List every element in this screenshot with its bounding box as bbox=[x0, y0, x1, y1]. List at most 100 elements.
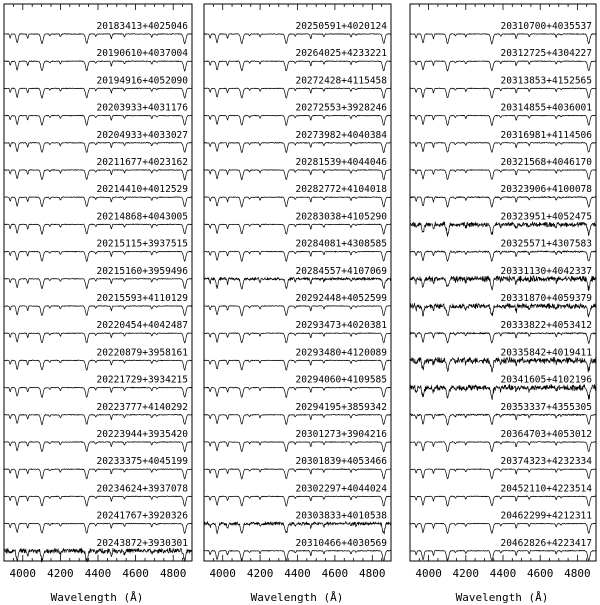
spectrum-line bbox=[203, 441, 392, 453]
spectrum-label: 20214868+4043005 bbox=[96, 211, 188, 222]
spectrum-label: 20272428+4115458 bbox=[295, 75, 387, 86]
spectrum-line bbox=[409, 250, 597, 262]
spectrum-line bbox=[203, 332, 392, 344]
spectrum-line bbox=[3, 547, 193, 563]
x-axis-label: Wavelength (Å) bbox=[251, 591, 344, 604]
spectrum-line bbox=[3, 60, 193, 72]
x-tick-label: 4800 bbox=[359, 567, 386, 580]
spectrum-label: 20364703+4053012 bbox=[500, 429, 592, 440]
spectrum-label: 20294195+3859342 bbox=[295, 402, 387, 413]
spectrum-label: 20316981+4114506 bbox=[500, 130, 592, 141]
spectrum-line bbox=[3, 359, 193, 371]
spectrum-label: 20273982+4040384 bbox=[295, 130, 387, 141]
x-tick-label: 4000 bbox=[10, 567, 37, 580]
spectrum-label: 20203933+4031176 bbox=[96, 103, 188, 114]
spectrum-label: 20335842+4019411 bbox=[500, 347, 592, 358]
spectrum-label: 20194916+4052090 bbox=[96, 75, 188, 86]
spectra-panel-2: 4000 4200 4400 4600 4800 20250591+4020124 2026… bbox=[203, 3, 392, 580]
spectrum-label: 20204933+4033027 bbox=[96, 130, 188, 141]
spectrum-label: 20223777+4140292 bbox=[96, 402, 188, 413]
spectrum-line bbox=[409, 356, 597, 373]
spectrum-line bbox=[409, 221, 597, 237]
spectrum-label: 20281539+4044046 bbox=[295, 157, 387, 168]
spectrum-line bbox=[3, 196, 193, 208]
spectrum-label: 20353337+4355305 bbox=[500, 402, 592, 413]
x-axis-label: Wavelength (Å) bbox=[456, 591, 549, 604]
spectra-panel-1: 4000 4200 4400 4600 4800 20183413+4025046 2019… bbox=[3, 3, 193, 580]
spectrum-line bbox=[3, 33, 192, 45]
spectrum-line bbox=[409, 60, 597, 72]
spectrum-line bbox=[3, 87, 193, 99]
x-tick-label: 4200 bbox=[247, 567, 274, 580]
spectrum-label: 20292448+4052599 bbox=[295, 293, 387, 304]
spectrum-label: 20294060+4109585 bbox=[295, 375, 387, 386]
spectrum-label: 20190610+4037004 bbox=[96, 48, 188, 59]
spectrum-label: 20284081+4308585 bbox=[295, 239, 387, 250]
spectrum-label: 20183413+4025046 bbox=[96, 21, 188, 32]
spectrum-label: 20215160+3959496 bbox=[96, 266, 188, 277]
spectrum-line bbox=[409, 275, 597, 291]
spectrum-label: 20220454+4042487 bbox=[96, 320, 188, 331]
spectrum-line bbox=[409, 495, 597, 507]
spectrum-label: 20374323+4232334 bbox=[500, 456, 592, 467]
x-tick-label: 4400 bbox=[85, 567, 112, 580]
spectrum-label: 20312725+4304227 bbox=[500, 48, 592, 59]
x-axis-label: Wavelength (Å) bbox=[51, 591, 144, 604]
spectrum-label: 20310700+4035537 bbox=[500, 21, 592, 32]
spectrum-line bbox=[204, 114, 392, 126]
spectrum-line bbox=[409, 413, 597, 426]
spectrum-label: 20215593+4110129 bbox=[96, 293, 188, 304]
spectrum-line bbox=[3, 441, 193, 452]
spectrum-line bbox=[409, 196, 597, 208]
spectrum-label: 20341605+4102196 bbox=[500, 375, 592, 386]
spectrum-label: 20264025+4233221 bbox=[295, 48, 387, 59]
spectrum-line bbox=[3, 386, 193, 398]
panel-frame bbox=[3, 3, 193, 562]
spectrum-label: 20223944+3935420 bbox=[96, 429, 188, 440]
spectrum-line bbox=[3, 522, 193, 534]
spectrum-label: 20302297+4044024 bbox=[295, 483, 387, 494]
spectrum-line bbox=[203, 521, 392, 535]
spectrum-line bbox=[203, 468, 392, 480]
spectrum-line bbox=[204, 250, 391, 262]
spectrum-line bbox=[3, 114, 193, 126]
spectrum-label: 20250591+4020124 bbox=[295, 21, 387, 32]
spectrum-label: 20310466+4030569 bbox=[295, 538, 387, 549]
spectrum-line bbox=[3, 468, 193, 480]
spectrum-label: 20301273+3904216 bbox=[295, 429, 387, 440]
spectrum-line bbox=[409, 142, 596, 153]
x-tick-label: 4000 bbox=[415, 567, 442, 580]
x-tick-label: 4200 bbox=[47, 567, 74, 580]
spectrum-line bbox=[203, 276, 392, 290]
spectrum-line bbox=[203, 386, 392, 398]
x-tick-label: 4800 bbox=[160, 567, 187, 580]
spectrum-label: 20220879+3958161 bbox=[96, 347, 188, 358]
spectrum-label: 20214410+4012529 bbox=[96, 184, 188, 195]
spectrum-line bbox=[409, 114, 597, 126]
spectrum-line bbox=[409, 550, 597, 561]
spectrum-line bbox=[3, 141, 193, 153]
spectrum-line bbox=[3, 305, 193, 316]
spectrum-line bbox=[203, 223, 392, 235]
x-tick-label: 4400 bbox=[284, 567, 311, 580]
spectrum-label: 20211677+4023162 bbox=[96, 157, 188, 168]
spectrum-label: 20284557+4107069 bbox=[295, 266, 387, 277]
spectrum-line bbox=[409, 331, 597, 344]
spectrum-label: 20233375+4045199 bbox=[96, 456, 188, 467]
spectrum-line bbox=[203, 196, 392, 208]
spectrum-label: 20303833+4010538 bbox=[295, 511, 387, 522]
spectrum-line bbox=[203, 413, 392, 425]
spectrum-label: 20243872+3930301 bbox=[96, 538, 188, 549]
spectrum-line bbox=[203, 169, 392, 181]
x-tick-label: 4600 bbox=[122, 567, 149, 580]
x-tick-label: 4200 bbox=[453, 567, 480, 580]
spectrum-label: 20313853+4152565 bbox=[500, 75, 592, 86]
spectrum-line bbox=[203, 305, 392, 317]
spectra-panel-3: 4000 4200 4400 4600 4800 20310700+4035537 2031… bbox=[409, 3, 597, 580]
spectrum-label: 20462299+4212311 bbox=[500, 511, 592, 522]
spectrum-label: 20333822+4053412 bbox=[500, 320, 592, 331]
spectrum-label: 20321568+4046170 bbox=[500, 157, 592, 168]
spectrum-line bbox=[409, 441, 597, 453]
spectrum-line bbox=[3, 250, 193, 262]
